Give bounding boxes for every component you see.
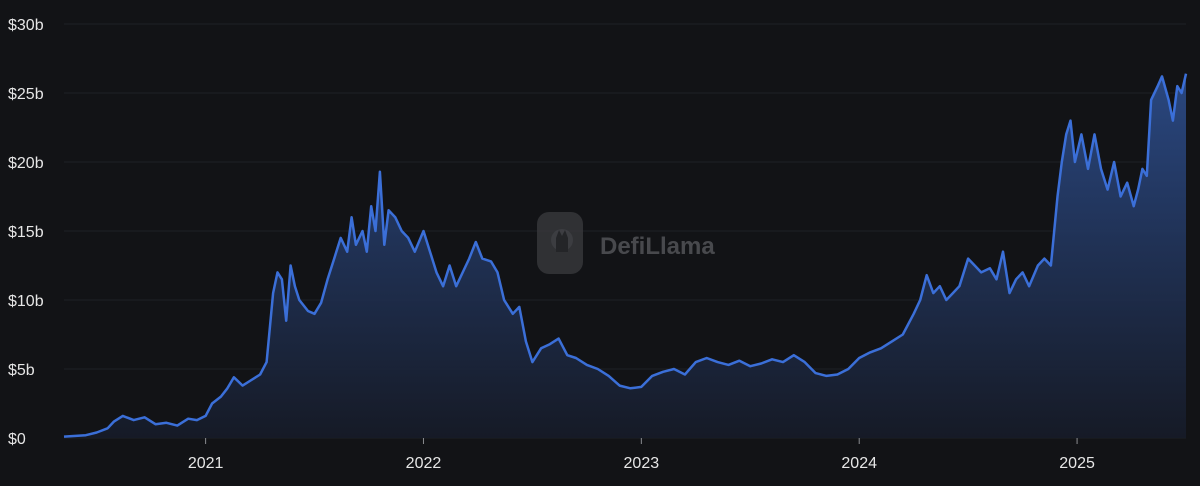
y-tick-label: $15b bbox=[8, 224, 44, 241]
llama-head-icon bbox=[556, 230, 568, 252]
y-tick-label: $30b bbox=[8, 17, 44, 34]
tvl-series-line bbox=[63, 73, 1188, 438]
x-tick-label: 2022 bbox=[406, 455, 442, 472]
tvl-area-fill bbox=[64, 73, 1186, 438]
x-axis: 2021 2022 2023 2024 2025 bbox=[188, 438, 1095, 472]
grid-lines bbox=[64, 23, 1186, 439]
y-tick-label: $5b bbox=[8, 362, 35, 379]
x-tick-label: 2021 bbox=[188, 455, 224, 472]
y-tick-label: $10b bbox=[8, 293, 44, 310]
watermark-text: DefiLlama bbox=[600, 233, 715, 260]
x-tick-label: 2025 bbox=[1059, 455, 1095, 472]
y-tick-label: $20b bbox=[8, 155, 44, 172]
x-tick-label: 2024 bbox=[841, 455, 877, 472]
x-tick-label: 2023 bbox=[624, 455, 660, 472]
defillama-watermark: DefiLlama bbox=[537, 212, 715, 274]
y-tick-label: $25b bbox=[8, 86, 44, 103]
y-tick-label: $0 bbox=[8, 431, 26, 448]
y-axis: $0 $5b $10b $15b $20b $25b $30b bbox=[8, 17, 44, 448]
